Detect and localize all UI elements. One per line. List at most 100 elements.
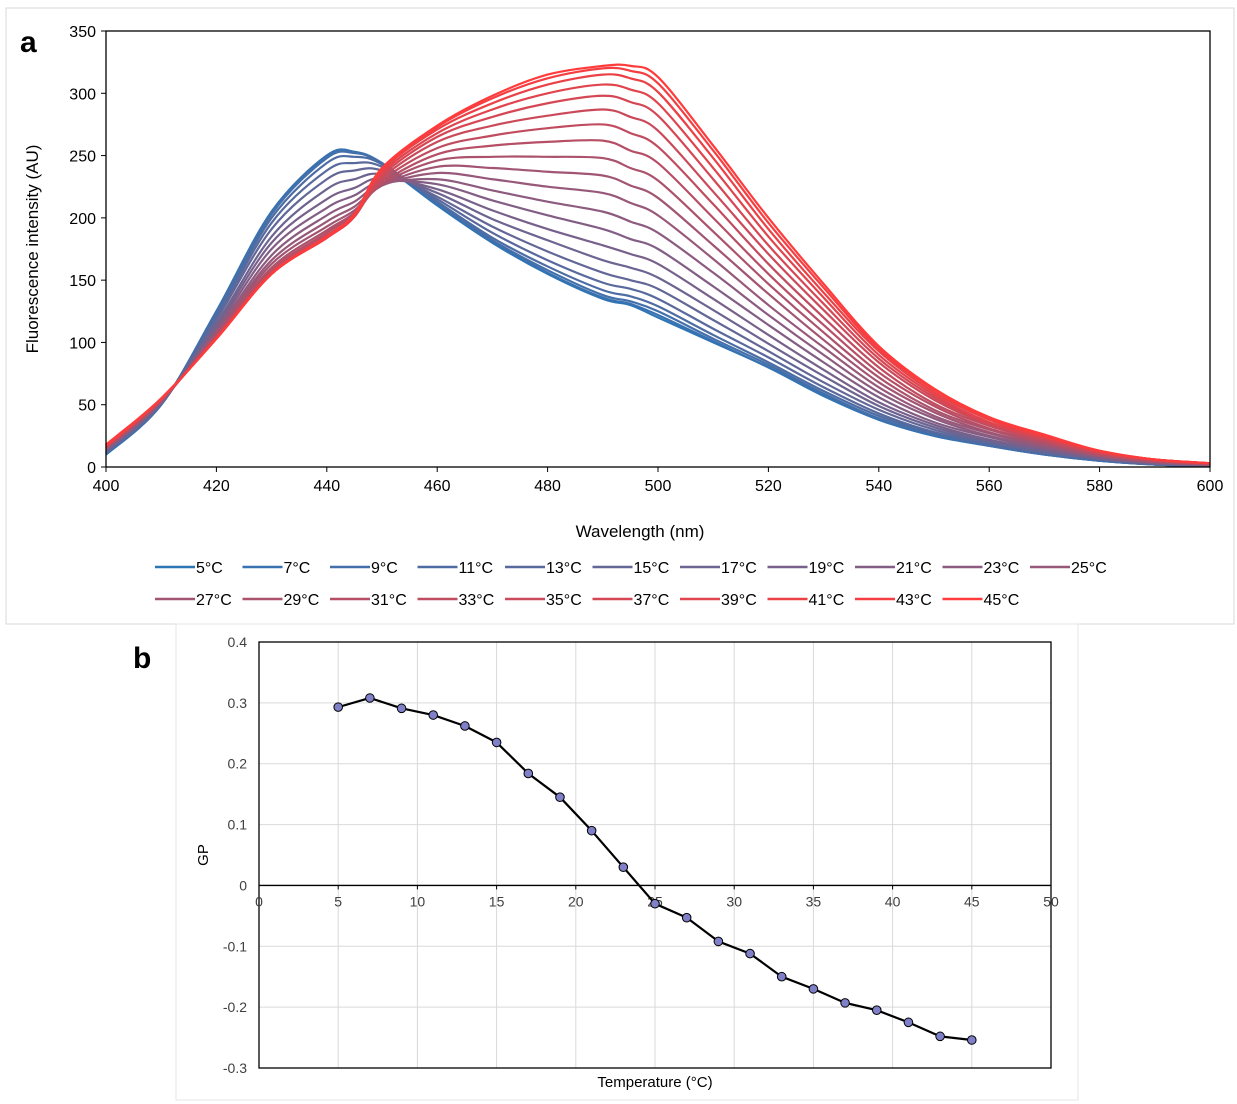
a-y-tick-label: 100: [69, 335, 96, 352]
a-x-tick-label: 400: [93, 478, 120, 495]
a-x-tick-label: 480: [534, 478, 561, 495]
a-legend-label: 29°C: [284, 592, 320, 609]
a-series-line: [105, 172, 1211, 467]
b-data-point: [555, 792, 565, 802]
a-legend-label: 37°C: [634, 592, 670, 609]
b-x-tick-label: 40: [885, 893, 901, 909]
a-series-lines: [105, 63, 1211, 467]
a-legend-label: 39°C: [721, 592, 757, 609]
b-data-point: [808, 984, 819, 994]
a-series-line: [105, 161, 1211, 467]
a-legend-label: 43°C: [896, 592, 932, 609]
a-legend-label: 13°C: [546, 560, 582, 577]
panel-a-frame: [5, 7, 1235, 625]
b-data-point: [460, 721, 470, 731]
chart-b: 05101520253035404550-0.3-0.2-0.100.10.20…: [195, 634, 1059, 1091]
a-legend-item: 41°C: [767, 592, 844, 609]
a-legend-item: 17°C: [680, 560, 757, 577]
a-legend-item: 43°C: [855, 592, 932, 609]
a-legend-label: 23°C: [984, 560, 1020, 577]
a-legend-item: 5°C: [155, 560, 223, 577]
a-y-tick-label: 200: [69, 211, 96, 228]
b-y-tick-label: -0.1: [223, 938, 247, 954]
b-y-tick-label: -0.3: [223, 1060, 247, 1076]
b-axis-ticks: 05101520253035404550-0.3-0.2-0.100.10.20…: [223, 634, 1059, 1076]
b-x-tick-label: 0: [255, 893, 263, 909]
a-y-tick-label: 350: [69, 24, 96, 41]
a-legend-item: 7°C: [242, 560, 311, 577]
a-legend-label: 5°C: [196, 560, 223, 577]
a-series-line: [105, 123, 1211, 465]
b-y-tick-label: 0.3: [228, 695, 248, 711]
a-series-line: [105, 179, 1211, 466]
a-legend-item: 45°C: [942, 592, 1020, 609]
b-x-tick-label: 5: [334, 893, 342, 909]
a-legend-item: 29°C: [242, 592, 320, 609]
b-x-tick-label: 50: [1043, 893, 1059, 909]
a-legend-item: 37°C: [592, 592, 670, 609]
a-legend-item: 9°C: [330, 560, 398, 577]
b-data-point: [713, 936, 724, 947]
a-series-line: [105, 176, 1211, 466]
b-data-point: [365, 693, 375, 703]
b-y-tick-label: 0: [239, 877, 247, 893]
a-legend-label: 17°C: [721, 560, 757, 577]
b-data-point: [871, 1005, 882, 1015]
a-legend-label: 7°C: [284, 560, 311, 577]
a-legend-item: 19°C: [767, 560, 845, 577]
a-legend-item: 23°C: [942, 560, 1020, 577]
b-data-point: [491, 737, 502, 748]
b-data-point: [776, 971, 787, 982]
b-y-tick-label: 0.1: [228, 817, 248, 833]
a-x-tick-label: 440: [313, 478, 340, 495]
a-legend-item: 31°C: [330, 592, 407, 609]
a-legend-item: 27°C: [155, 592, 232, 609]
a-x-axis-title: Wavelength (nm): [576, 522, 705, 541]
a-x-tick-label: 420: [203, 478, 230, 495]
a-legend-label: 25°C: [1071, 560, 1107, 577]
a-legend-label: 9°C: [371, 560, 398, 577]
a-series-line: [105, 167, 1211, 467]
b-plot-area: [258, 641, 1052, 1069]
a-y-tick-label: 150: [69, 273, 96, 290]
b-data-point: [618, 862, 629, 872]
a-x-tick-label: 520: [755, 478, 782, 495]
a-y-tick-label: 0: [87, 460, 96, 477]
b-series: [333, 693, 977, 1045]
a-x-tick-label: 600: [1197, 478, 1224, 495]
b-data-point: [396, 703, 407, 714]
a-legend-label: 21°C: [896, 560, 932, 577]
a-legend-item: 35°C: [505, 592, 582, 609]
a-legend-label: 45°C: [984, 592, 1020, 609]
b-x-axis-title: Temperature (°C): [597, 1074, 712, 1091]
b-data-point: [840, 998, 850, 1008]
b-data-point: [935, 1031, 945, 1042]
a-y-tick-label: 250: [69, 149, 96, 166]
a-legend-item: 11°C: [417, 560, 493, 577]
a-y-tick-label: 300: [69, 86, 96, 103]
b-data-point: [903, 1017, 914, 1028]
b-data-point: [745, 948, 755, 959]
b-y-tick-label: -0.2: [223, 999, 247, 1015]
a-series-line: [105, 171, 1211, 466]
b-data-point: [681, 912, 692, 923]
b-data-point: [523, 768, 534, 779]
a-legend-item: 15°C: [592, 560, 669, 577]
b-y-axis-title: GP: [195, 844, 212, 866]
a-x-tick-label: 540: [865, 478, 892, 495]
b-x-tick-label: 30: [726, 893, 742, 909]
a-legend-label: 31°C: [371, 592, 407, 609]
a-y-axis-title: Fluorescence intensity (AU): [23, 145, 42, 354]
a-series-line: [105, 155, 1211, 466]
chart-a: 400 420 440 460 480 500 520 540 560 580 600 0 50 100 1…: [23, 24, 1223, 609]
a-x-tick-label: 560: [976, 478, 1003, 495]
a-series-line: [105, 138, 1211, 466]
a-x-tick-label: 460: [424, 478, 451, 495]
a-legend-label: 19°C: [809, 560, 845, 577]
a-legend-item: 21°C: [855, 560, 932, 577]
b-data-point: [586, 825, 597, 836]
b-x-tick-label: 15: [489, 893, 505, 909]
b-data-point: [650, 898, 660, 909]
a-legend-item: 39°C: [680, 592, 757, 609]
